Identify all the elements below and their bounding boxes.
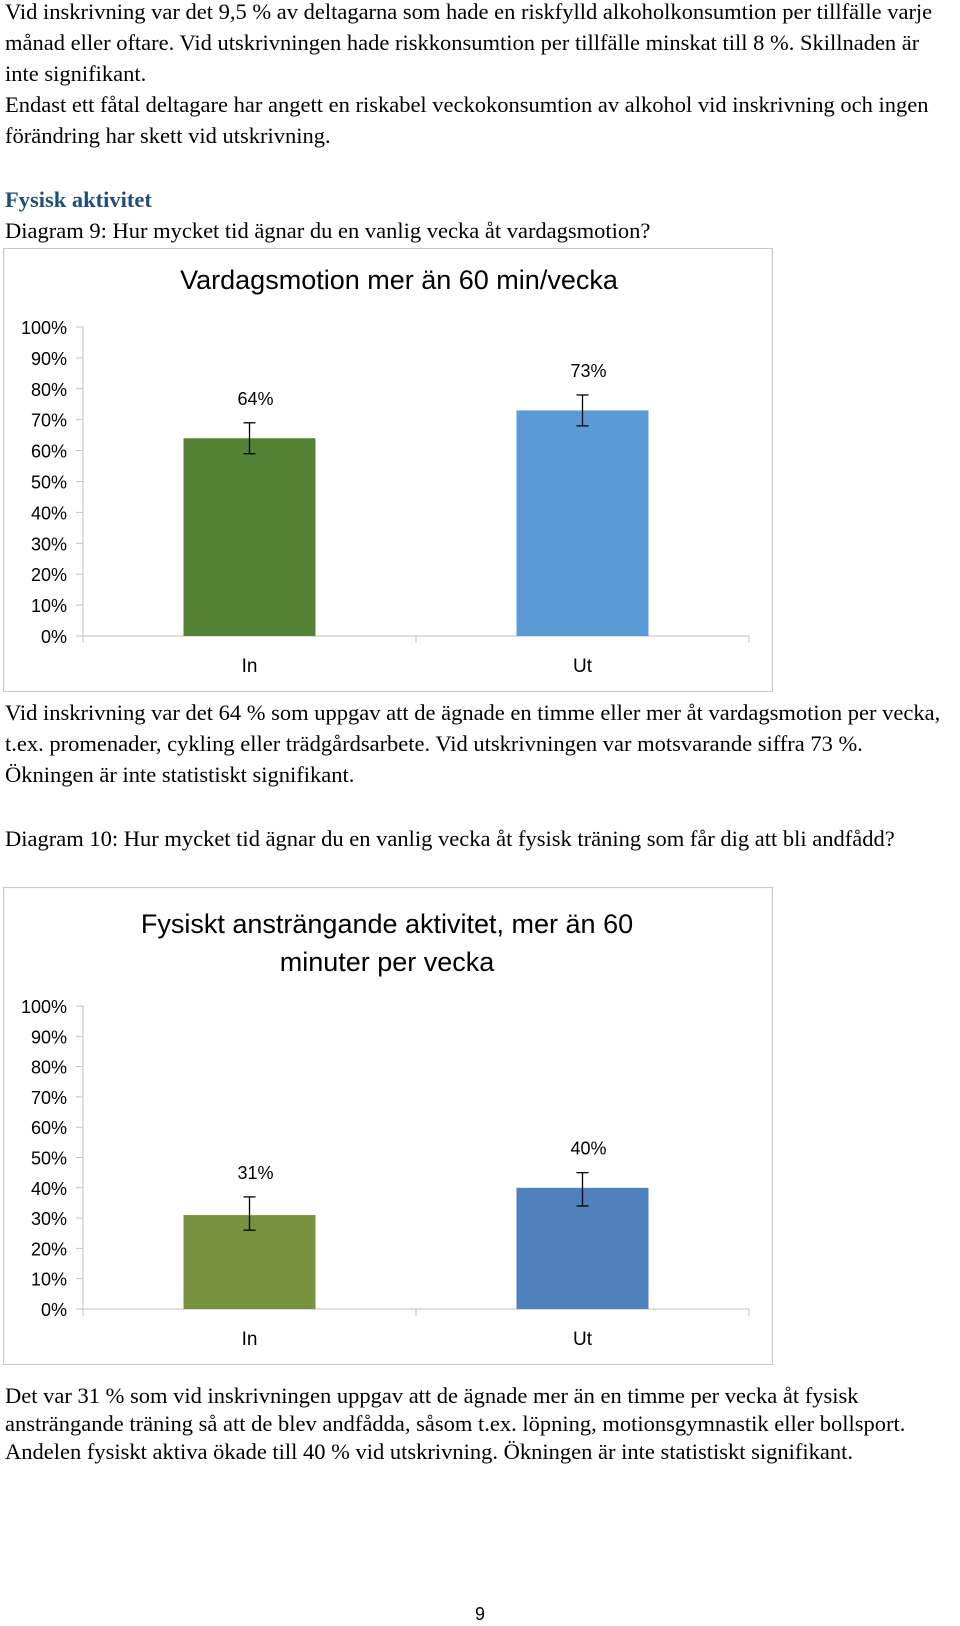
data-label: 64%	[237, 389, 273, 409]
paragraph-alcohol-weekly: Endast ett fåtal deltagare har angett en…	[5, 92, 929, 148]
chart-border	[3, 248, 773, 692]
data-label: 40%	[570, 1139, 606, 1159]
y-tick-label: 40%	[31, 503, 67, 523]
data-label: 73%	[570, 361, 606, 381]
y-tick-label: 90%	[31, 1027, 67, 1047]
y-tick-label: 0%	[41, 1300, 67, 1320]
y-tick-label: 100%	[21, 318, 67, 338]
y-tick-label: 50%	[31, 1149, 67, 1169]
chart-vardagsmotion: Vardagsmotion mer än 60 min/vecka 0% 10% 20…	[3, 248, 773, 692]
y-tick-label: 10%	[31, 596, 67, 616]
diagram-9-caption: Diagram 9: Hur mycket tid ägnar du en va…	[5, 218, 651, 243]
x-category-label: Ut	[573, 1329, 593, 1350]
chart-title: Fysiskt ansträngande aktivitet, mer än 6…	[141, 909, 633, 939]
x-category-label: Ut	[573, 656, 593, 677]
bar-in	[183, 438, 316, 636]
y-tick-label: 60%	[31, 442, 67, 462]
x-category-label: In	[242, 656, 258, 677]
y-tick-label: 20%	[31, 1239, 67, 1259]
y-tick-label: 30%	[31, 534, 67, 554]
section-heading: Fysisk aktivitet	[5, 187, 152, 212]
x-category-label: In	[242, 1329, 258, 1350]
y-tick-label: 90%	[31, 349, 67, 369]
diagram-10-caption: Diagram 10: Hur mycket tid ägnar du en v…	[5, 826, 895, 851]
y-tick-label: 20%	[31, 565, 67, 585]
y-tick-label: 60%	[31, 1118, 67, 1138]
y-tick-label: 40%	[31, 1179, 67, 1199]
paragraph-vardagsmotion-result: Vid inskrivning var det 64 % som uppgav …	[5, 700, 941, 787]
y-tick-label: 80%	[31, 380, 67, 400]
data-label: 31%	[237, 1163, 273, 1183]
y-tick-label: 100%	[21, 997, 67, 1017]
paragraph-alcohol-per-occasion: Vid inskrivning var det 9,5 % av deltaga…	[5, 0, 933, 86]
y-tick-label: 80%	[31, 1058, 67, 1078]
chart-title: minuter per vecka	[280, 947, 496, 977]
bar-ut	[516, 410, 649, 636]
y-tick-label: 70%	[31, 1088, 67, 1108]
y-tick-label: 70%	[31, 411, 67, 431]
y-tick-label: 30%	[31, 1209, 67, 1229]
paragraph-fysisk-aktivitet-result: Det var 31 % som vid inskrivningen uppga…	[5, 1383, 906, 1464]
y-tick-label: 10%	[31, 1270, 67, 1290]
chart-title: Vardagsmotion mer än 60 min/vecka	[180, 265, 619, 295]
chart-fysisk-aktivitet: Fysiskt ansträngande aktivitet, mer än 6…	[3, 887, 773, 1365]
page-number: 9	[474, 1604, 485, 1624]
y-tick-label: 50%	[31, 473, 67, 493]
bar-ut	[516, 1187, 649, 1309]
y-tick-label: 0%	[41, 627, 67, 647]
